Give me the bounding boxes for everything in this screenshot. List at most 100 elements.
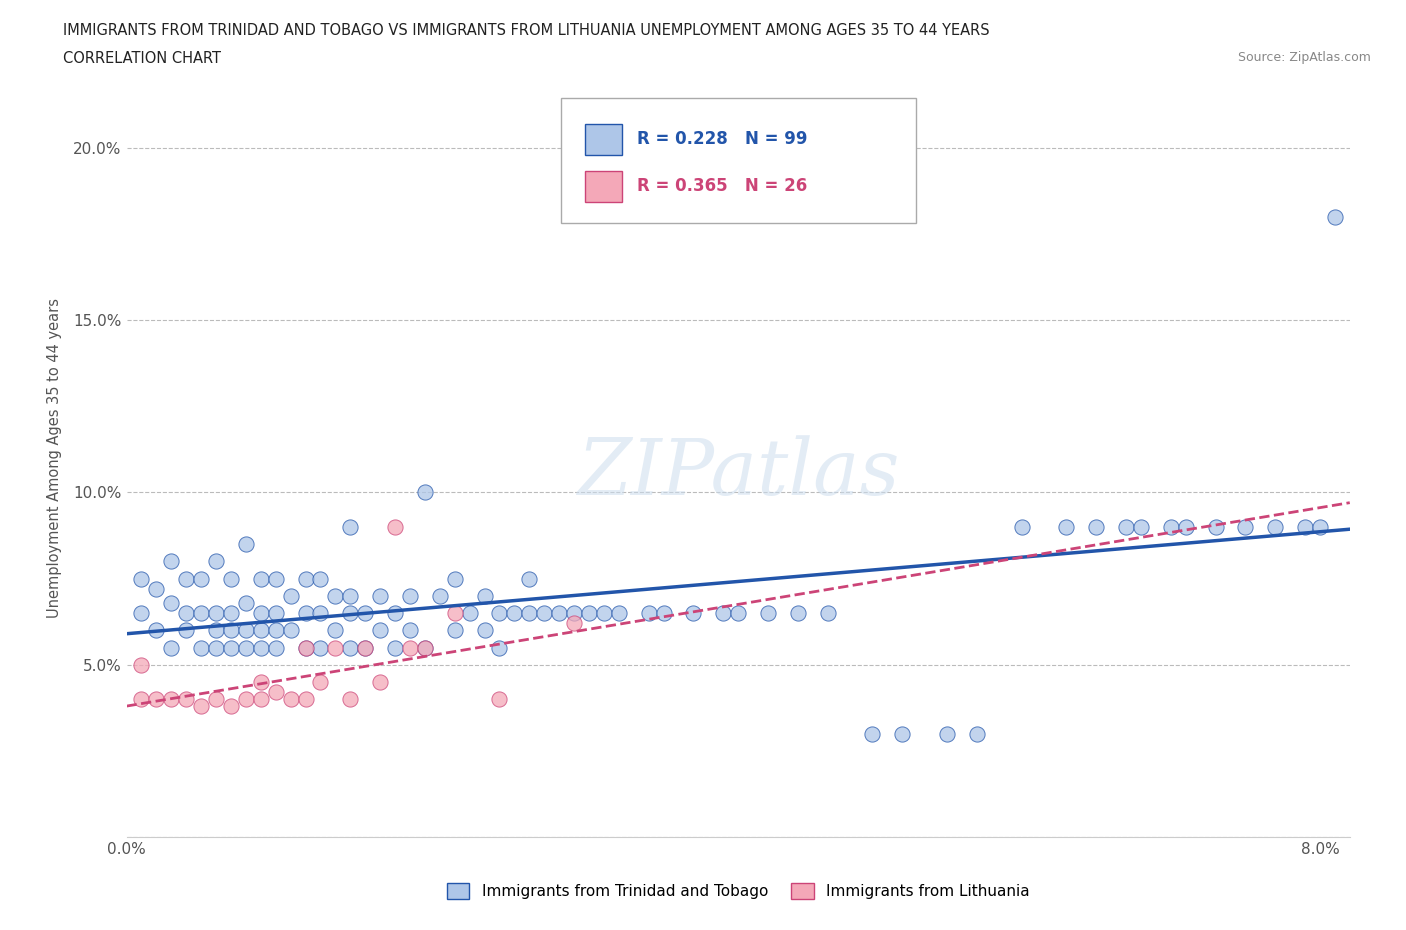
Point — [131, 692, 153, 707]
Point — [190, 698, 212, 713]
Point — [280, 589, 302, 604]
Point — [235, 537, 257, 551]
Point — [131, 571, 153, 586]
Point — [309, 571, 332, 586]
Point — [294, 640, 316, 655]
Point — [443, 623, 465, 638]
Point — [562, 605, 585, 620]
Point — [190, 640, 212, 655]
Point — [354, 640, 377, 655]
Point — [1115, 520, 1137, 535]
Point — [174, 692, 197, 707]
Point — [727, 605, 749, 620]
Point — [966, 726, 988, 741]
Point — [517, 571, 540, 586]
Point — [249, 640, 271, 655]
Point — [443, 605, 465, 620]
Point — [309, 674, 332, 689]
Point — [936, 726, 959, 741]
Point — [1205, 520, 1227, 535]
FancyBboxPatch shape — [585, 171, 621, 202]
Point — [249, 623, 271, 638]
Point — [280, 623, 302, 638]
Point — [131, 605, 153, 620]
Point — [174, 605, 197, 620]
Text: Source: ZipAtlas.com: Source: ZipAtlas.com — [1237, 51, 1371, 64]
Point — [637, 605, 659, 620]
Point — [145, 692, 167, 707]
Point — [249, 692, 271, 707]
Point — [190, 605, 212, 620]
Point — [1323, 209, 1346, 224]
Point — [339, 605, 361, 620]
Point — [354, 605, 377, 620]
Point — [249, 571, 271, 586]
Point — [205, 623, 228, 638]
Point — [533, 605, 555, 620]
Text: R = 0.228   N = 99: R = 0.228 N = 99 — [637, 130, 807, 149]
Point — [368, 674, 391, 689]
Point — [443, 571, 465, 586]
Point — [1309, 520, 1331, 535]
Point — [399, 640, 422, 655]
Point — [488, 605, 510, 620]
Point — [264, 623, 287, 638]
Point — [517, 605, 540, 620]
Point — [399, 623, 422, 638]
Point — [368, 589, 391, 604]
Point — [145, 581, 167, 596]
Point — [1294, 520, 1316, 535]
Point — [264, 571, 287, 586]
Point — [309, 640, 332, 655]
Point — [264, 684, 287, 699]
Point — [607, 605, 630, 620]
Point — [786, 605, 808, 620]
Point — [458, 605, 481, 620]
Point — [384, 605, 406, 620]
Point — [294, 692, 316, 707]
Point — [160, 554, 183, 569]
Point — [160, 595, 183, 610]
Point — [219, 640, 242, 655]
Point — [756, 605, 779, 620]
Point — [219, 623, 242, 638]
Text: IMMIGRANTS FROM TRINIDAD AND TOBAGO VS IMMIGRANTS FROM LITHUANIA UNEMPLOYMENT AM: IMMIGRANTS FROM TRINIDAD AND TOBAGO VS I… — [63, 23, 990, 38]
Point — [160, 692, 183, 707]
Point — [593, 605, 616, 620]
Text: R = 0.365   N = 26: R = 0.365 N = 26 — [637, 178, 807, 195]
Point — [294, 605, 316, 620]
Point — [235, 692, 257, 707]
Point — [474, 589, 496, 604]
Legend: Immigrants from Trinidad and Tobago, Immigrants from Lithuania: Immigrants from Trinidad and Tobago, Imm… — [440, 877, 1036, 905]
Point — [205, 640, 228, 655]
Point — [235, 595, 257, 610]
Point — [1129, 520, 1152, 535]
Point — [174, 623, 197, 638]
Point — [219, 698, 242, 713]
Point — [131, 658, 153, 672]
Point — [190, 571, 212, 586]
Point — [145, 623, 167, 638]
Point — [249, 674, 271, 689]
Point — [474, 623, 496, 638]
Point — [309, 605, 332, 620]
Point — [413, 640, 436, 655]
Point — [429, 589, 451, 604]
Point — [264, 605, 287, 620]
Point — [205, 554, 228, 569]
Point — [413, 640, 436, 655]
Point — [264, 640, 287, 655]
Point — [339, 692, 361, 707]
Point — [1054, 520, 1077, 535]
Point — [682, 605, 704, 620]
Point — [294, 571, 316, 586]
FancyBboxPatch shape — [585, 125, 621, 154]
Point — [1234, 520, 1257, 535]
Point — [339, 589, 361, 604]
Point — [384, 640, 406, 655]
Point — [711, 605, 734, 620]
Point — [219, 571, 242, 586]
Point — [235, 640, 257, 655]
Point — [174, 571, 197, 586]
Point — [652, 605, 675, 620]
